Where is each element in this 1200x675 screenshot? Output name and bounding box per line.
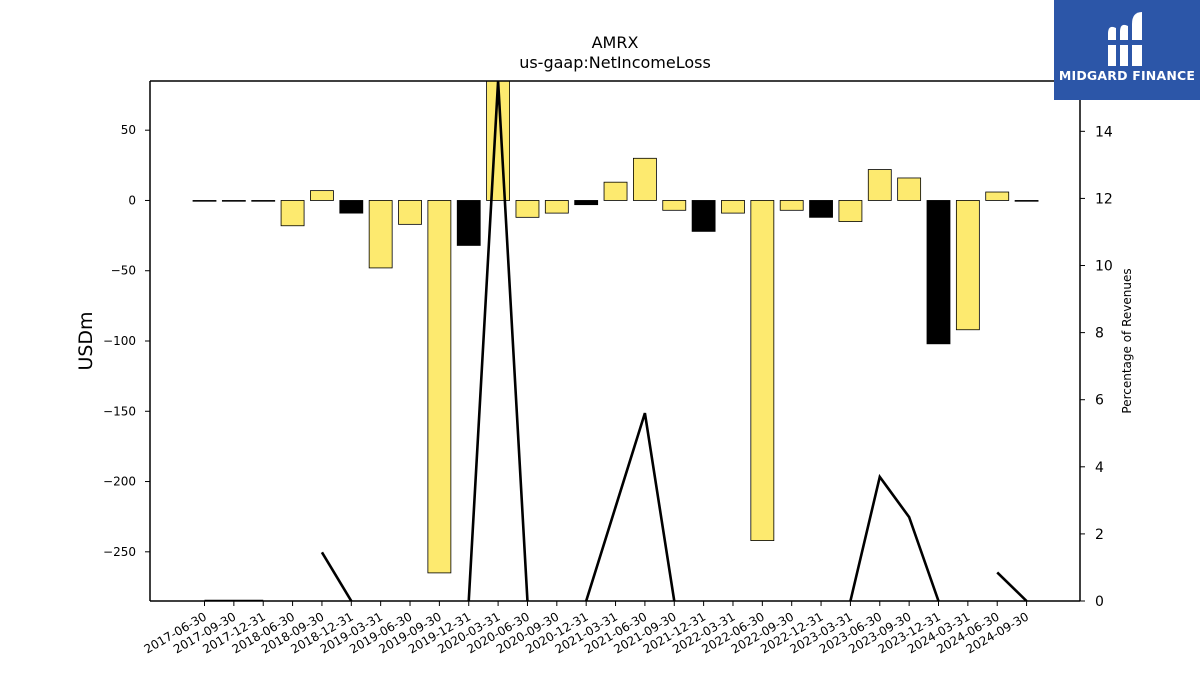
bar-2022-06-30 <box>750 200 775 541</box>
bar-2019-12-31 <box>456 200 481 246</box>
bar-2018-09-30 <box>310 190 334 201</box>
bar-2020-06-30 <box>515 200 540 218</box>
line-segment-2 <box>467 81 529 601</box>
y2-tick-label: 12 <box>1095 191 1113 207</box>
line-segment-5 <box>996 571 1028 601</box>
bar-2024-06-30 <box>985 191 1010 201</box>
bar-2024-03-31 <box>955 200 980 331</box>
bar-2023-06-30 <box>867 169 892 201</box>
line-segment-3 <box>584 412 676 601</box>
bar-2023-03-31 <box>838 200 863 222</box>
bar-2023-12-31 <box>926 200 951 345</box>
bar-2020-09-30 <box>544 200 569 214</box>
bar-2017-06-30 <box>192 200 217 202</box>
y-tick-label: −50 <box>111 264 136 278</box>
bar-2019-09-30 <box>427 200 452 574</box>
y2-tick-label: 10 <box>1095 259 1113 275</box>
y-tick-label: −150 <box>103 404 136 418</box>
bar-2021-03-31 <box>603 181 628 201</box>
chart-title: AMRX <box>592 33 639 52</box>
y-tick-label: −100 <box>103 334 136 348</box>
y-tick-label: −250 <box>103 545 136 559</box>
bar-2019-06-30 <box>398 200 422 225</box>
y2-tick-label: 6 <box>1095 393 1104 409</box>
y2-tick-label: 2 <box>1095 527 1104 543</box>
bar-2022-12-31 <box>809 200 833 218</box>
bar-2024-09-30 <box>1014 200 1039 202</box>
axes-group: 500−50−100−150−200−250024681012142017-06… <box>103 80 1113 656</box>
logo-text: MIDGARD FINANCE <box>1058 68 1196 83</box>
y2-tick-label: 0 <box>1095 594 1104 610</box>
y-tick-label: 0 <box>128 193 136 207</box>
bars-group <box>192 81 1039 574</box>
bar-2018-12-31 <box>339 200 364 214</box>
y2-tick-label: 8 <box>1095 326 1104 342</box>
chart-subtitle: us-gaap:NetIncomeLoss <box>519 53 711 72</box>
bar-2021-12-31 <box>691 200 716 232</box>
midgard-logo-icon <box>1106 12 1146 66</box>
brand-logo: MIDGARD FINANCE <box>1054 0 1200 100</box>
y-tick-label: 50 <box>121 123 136 137</box>
bar-2022-09-30 <box>779 200 804 211</box>
y-tick-label: −200 <box>103 475 136 489</box>
line-segment-1 <box>320 551 353 601</box>
bar-2022-03-31 <box>721 200 745 214</box>
bar-2018-06-30 <box>280 200 305 227</box>
y2-tick-label: 14 <box>1095 124 1113 140</box>
y2-axis-label: Percentage of Revenues <box>1120 268 1134 413</box>
y-axis-label: USDm <box>75 311 97 370</box>
line-segment-4 <box>849 473 940 601</box>
bar-2017-12-31 <box>251 200 276 202</box>
line-group <box>204 81 1028 601</box>
bar-2017-09-30 <box>221 200 246 202</box>
y2-tick-label: 4 <box>1095 460 1104 476</box>
bar-2020-12-31 <box>574 200 599 206</box>
bar-2021-06-30 <box>633 157 657 201</box>
bar-2023-09-30 <box>897 177 922 201</box>
bar-2019-03-31 <box>368 200 393 269</box>
bar-2021-09-30 <box>662 200 687 211</box>
